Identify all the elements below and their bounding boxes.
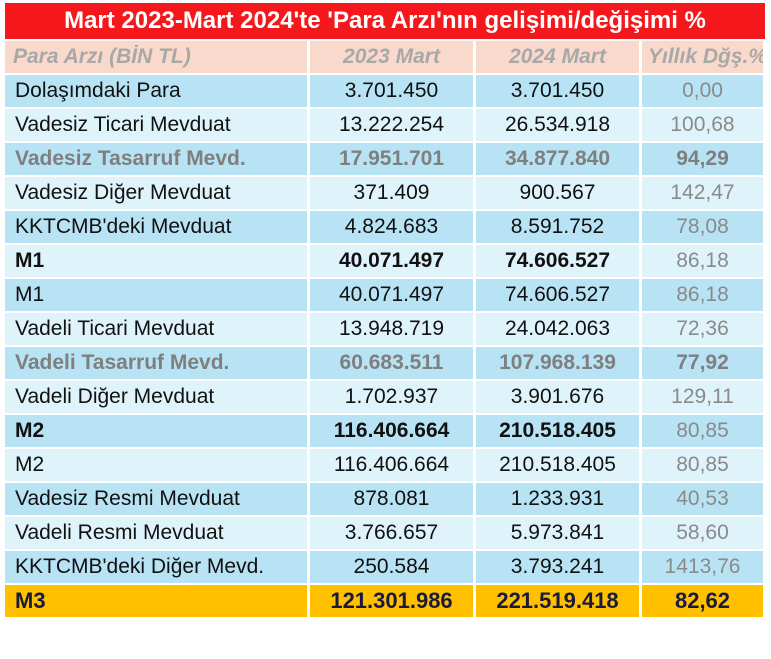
row-change-pct: 77,92 xyxy=(642,347,766,381)
row-value-2024: 8.591.752 xyxy=(476,211,642,245)
row-label: Vadeli Ticari Mevduat xyxy=(5,313,310,347)
row-label: Vadeli Diğer Mevduat xyxy=(5,381,310,415)
row-value-2023: 250.584 xyxy=(310,551,476,585)
row-label: Vadeli Tasarruf Mevd. xyxy=(5,347,310,381)
row-change-pct: 129,11 xyxy=(642,381,766,415)
column-header-2024: 2024 Mart xyxy=(476,41,642,75)
row-value-2023: 40.071.497 xyxy=(310,245,476,279)
row-label: M1 xyxy=(5,279,310,313)
row-value-2023: 116.406.664 xyxy=(310,415,476,449)
column-header-2023: 2023 Mart xyxy=(310,41,476,75)
row-change-pct: 0,00 xyxy=(642,75,766,109)
row-value-2024: 900.567 xyxy=(476,177,642,211)
row-change-pct: 82,62 xyxy=(642,585,766,619)
money-supply-table: Para Arzı (BİN TL) 2023 Mart 2024 Mart Y… xyxy=(5,41,766,619)
row-value-2023: 371.409 xyxy=(310,177,476,211)
column-header-change: Yıllık Dğş.% xyxy=(642,41,766,75)
row-change-pct: 80,85 xyxy=(642,449,766,483)
row-label: KKTCMB'deki Diğer Mevd. xyxy=(5,551,310,585)
table-row: Vadeli Ticari Mevduat 13.948.719 24.042.06… xyxy=(5,313,766,347)
table-row: Vadeli Resmi Mevduat 3.766.657 5.973.841 58… xyxy=(5,517,766,551)
table-row: M1 40.071.497 74.606.527 86,18 xyxy=(5,279,766,313)
row-change-pct: 86,18 xyxy=(642,245,766,279)
row-change-pct: 80,85 xyxy=(642,415,766,449)
row-change-pct: 1413,76 xyxy=(642,551,766,585)
row-value-2023: 60.683.511 xyxy=(310,347,476,381)
row-value-2023: 1.702.937 xyxy=(310,381,476,415)
table-row: Vadesiz Ticari Mevduat 13.222.254 26.534.9… xyxy=(5,109,766,143)
row-value-2024: 3.793.241 xyxy=(476,551,642,585)
table-row: Vadeli Tasarruf Mevd. 60.683.511 107.968.1… xyxy=(5,347,766,381)
row-value-2024: 26.534.918 xyxy=(476,109,642,143)
row-label: Vadesiz Diğer Mevduat xyxy=(5,177,310,211)
row-label: KKTCMB'deki Mevduat xyxy=(5,211,310,245)
row-label: Vadesiz Resmi Mevduat xyxy=(5,483,310,517)
row-label: Vadesiz Tasarruf Mevd. xyxy=(5,143,310,177)
row-change-pct: 86,18 xyxy=(642,279,766,313)
table-row: M3 121.301.986 221.519.418 82,62 xyxy=(5,585,766,619)
row-value-2023: 13.948.719 xyxy=(310,313,476,347)
row-label: M3 xyxy=(5,585,310,619)
table-row: M2 116.406.664 210.518.405 80,85 xyxy=(5,449,766,483)
row-value-2024: 210.518.405 xyxy=(476,415,642,449)
table-row: Vadesiz Diğer Mevduat 371.409 900.567 142,4… xyxy=(5,177,766,211)
row-change-pct: 78,08 xyxy=(642,211,766,245)
column-header-label: Para Arzı (BİN TL) xyxy=(5,41,310,75)
table-title: Mart 2023-Mart 2024'te 'Para Arzı'nın ge… xyxy=(5,3,765,39)
table-row: M1 40.071.497 74.606.527 86,18 xyxy=(5,245,766,279)
row-change-pct: 100,68 xyxy=(642,109,766,143)
row-value-2024: 24.042.063 xyxy=(476,313,642,347)
row-value-2023: 13.222.254 xyxy=(310,109,476,143)
row-label: Vadeli Resmi Mevduat xyxy=(5,517,310,551)
row-value-2024: 34.877.840 xyxy=(476,143,642,177)
row-value-2023: 878.081 xyxy=(310,483,476,517)
table-row: Vadeli Diğer Mevduat 1.702.937 3.901.676 12… xyxy=(5,381,766,415)
row-value-2023: 3.701.450 xyxy=(310,75,476,109)
table-row: Vadesiz Tasarruf Mevd. 17.951.701 34.877.8… xyxy=(5,143,766,177)
row-value-2024: 74.606.527 xyxy=(476,279,642,313)
row-value-2024: 210.518.405 xyxy=(476,449,642,483)
row-label: M2 xyxy=(5,449,310,483)
row-value-2023: 17.951.701 xyxy=(310,143,476,177)
row-change-pct: 58,60 xyxy=(642,517,766,551)
row-change-pct: 142,47 xyxy=(642,177,766,211)
row-value-2024: 1.233.931 xyxy=(476,483,642,517)
table-row: KKTCMB'deki Diğer Mevd. 250.584 3.793.241 1… xyxy=(5,551,766,585)
header-row: Para Arzı (BİN TL) 2023 Mart 2024 Mart Y… xyxy=(5,41,766,75)
table-row: M2 116.406.664 210.518.405 80,85 xyxy=(5,415,766,449)
table-row: KKTCMB'deki Mevduat 4.824.683 8.591.752 78,… xyxy=(5,211,766,245)
row-label: Vadesiz Ticari Mevduat xyxy=(5,109,310,143)
row-value-2023: 40.071.497 xyxy=(310,279,476,313)
row-label: Dolaşımdaki Para xyxy=(5,75,310,109)
row-value-2024: 3.701.450 xyxy=(476,75,642,109)
row-value-2024: 107.968.139 xyxy=(476,347,642,381)
row-change-pct: 40,53 xyxy=(642,483,766,517)
row-value-2024: 5.973.841 xyxy=(476,517,642,551)
row-value-2023: 121.301.986 xyxy=(310,585,476,619)
row-value-2023: 116.406.664 xyxy=(310,449,476,483)
table-row: Vadesiz Resmi Mevduat 878.081 1.233.931 40,… xyxy=(5,483,766,517)
row-value-2024: 221.519.418 xyxy=(476,585,642,619)
table-body: Dolaşımdaki Para 3.701.450 3.701.450 0,00 Va… xyxy=(5,75,766,619)
row-value-2024: 3.901.676 xyxy=(476,381,642,415)
row-value-2024: 74.606.527 xyxy=(476,245,642,279)
row-value-2023: 4.824.683 xyxy=(310,211,476,245)
row-value-2023: 3.766.657 xyxy=(310,517,476,551)
row-change-pct: 94,29 xyxy=(642,143,766,177)
table-row: Dolaşımdaki Para 3.701.450 3.701.450 0,00 xyxy=(5,75,766,109)
row-label: M1 xyxy=(5,245,310,279)
row-label: M2 xyxy=(5,415,310,449)
row-change-pct: 72,36 xyxy=(642,313,766,347)
